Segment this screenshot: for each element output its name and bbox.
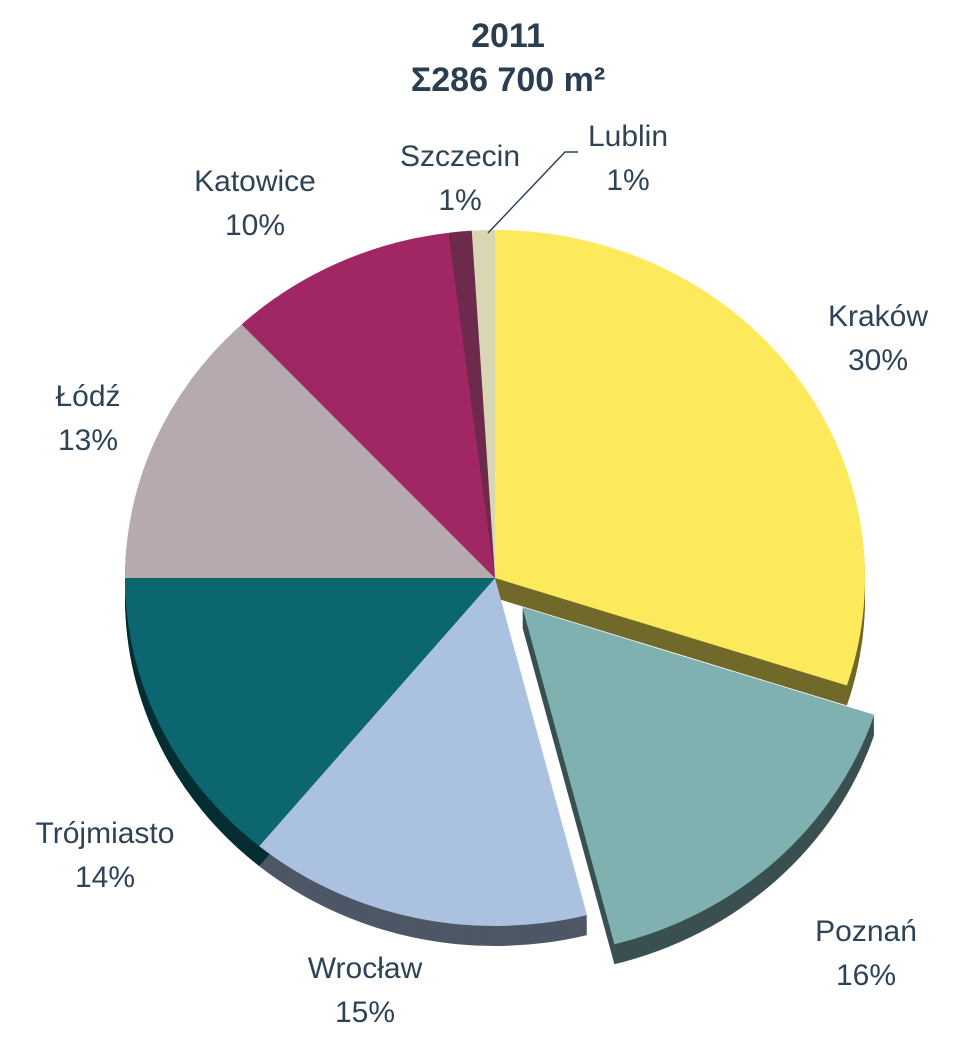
value-label: 16% (836, 959, 896, 992)
category-label: Łódź (55, 380, 120, 413)
category-label: Poznań (815, 915, 917, 948)
value-label: 14% (75, 861, 135, 894)
slice (241, 232, 495, 578)
slice (125, 578, 495, 847)
category-label: Wrocław (308, 952, 423, 985)
value-label: 30% (848, 344, 908, 377)
value-label: 10% (225, 209, 285, 242)
slice (259, 578, 588, 926)
value-label: 1% (438, 184, 481, 217)
category-label: Szczecin (400, 140, 520, 173)
value-label: 1% (606, 164, 649, 197)
value-label: 15% (335, 996, 395, 1029)
slice (125, 324, 495, 578)
category-label: Katowice (194, 165, 316, 198)
labels: Kraków 30% Poznań 16% Wrocław 15% Trójmiasto 14… (36, 120, 929, 1029)
leader-line (487, 151, 578, 234)
slice (522, 607, 875, 945)
slice (471, 230, 495, 578)
slice (495, 230, 866, 686)
category-label: Trójmiasto (36, 817, 175, 850)
chart-subtitle: Σ286 700 m² (411, 61, 605, 99)
category-label: Kraków (828, 300, 928, 333)
pie-tops (125, 230, 875, 945)
category-label: Lublin (588, 120, 668, 153)
value-label: 13% (58, 424, 118, 457)
slice (448, 230, 495, 578)
chart-title: 2011 (471, 17, 545, 55)
